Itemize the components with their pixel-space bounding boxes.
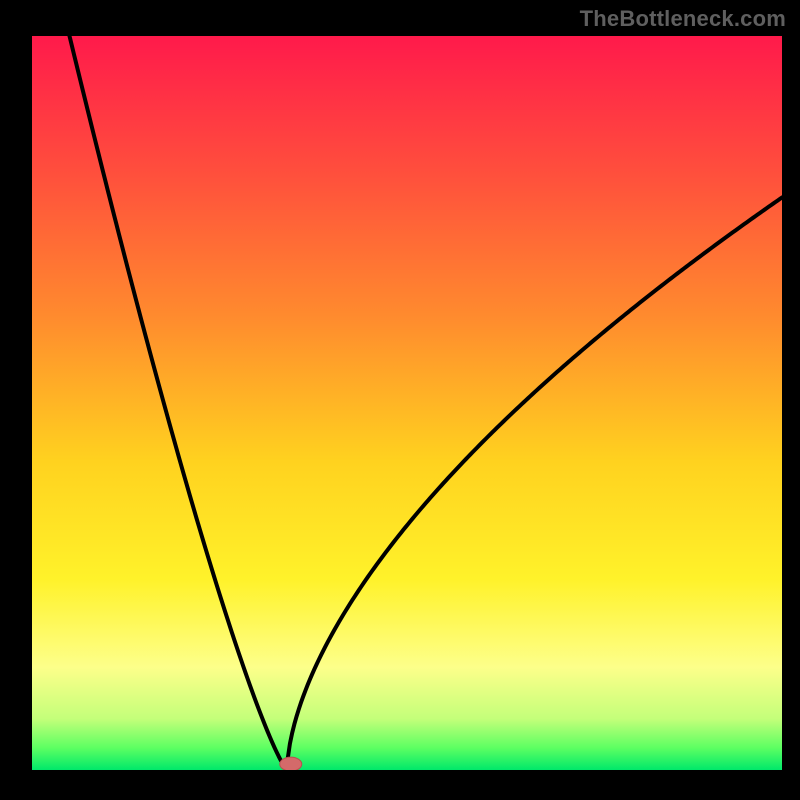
watermark-text: TheBottleneck.com	[580, 6, 786, 32]
optimum-marker	[280, 757, 302, 770]
plot-background	[32, 36, 782, 770]
bottleneck-chart	[32, 36, 782, 770]
chart-frame: TheBottleneck.com	[0, 0, 800, 800]
